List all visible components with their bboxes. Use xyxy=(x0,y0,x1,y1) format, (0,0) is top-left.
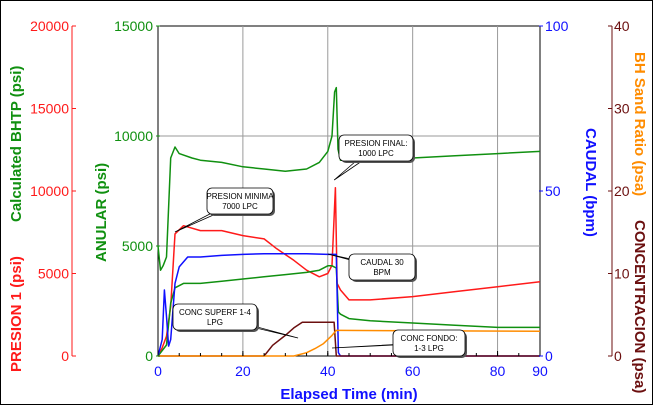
y-tick-label-presion: 20000 xyxy=(30,18,69,34)
series-line xyxy=(157,265,540,357)
series-line xyxy=(158,329,541,357)
y-tick-label-concentracion: 0 xyxy=(614,348,622,364)
y-tick-label-concentracion: 10 xyxy=(614,266,630,282)
y-tick-label-caudal: 0 xyxy=(545,348,553,364)
annotation-line-1: PRESION FINAL: xyxy=(344,139,407,148)
annotation-line-1: PRESION MINIMA xyxy=(206,192,274,201)
y-axis-title-anular: ANULAR (psi) xyxy=(93,163,110,262)
y-axis-title-concentracion: CONCENTRACION (psa) xyxy=(631,220,648,393)
y-tick-label-anular: 15000 xyxy=(114,18,153,34)
y-tick-label-caudal: 50 xyxy=(545,183,561,199)
y-tick-label-concentracion: 40 xyxy=(614,18,630,34)
y-tick-label-presion: 0 xyxy=(61,348,69,364)
annotation-line-1: CONC FONDO: xyxy=(401,334,458,343)
annotation-line-2: 1-3 LPG xyxy=(414,344,444,353)
y-axis-title-bh-sand: BH Sand Ratio (psa) xyxy=(631,52,648,196)
axis-ticks: 0 20 40 60 80 9005000100001500020000050001000… xyxy=(30,18,630,379)
y-axis-title-caudal: CAUDAL (bpm) xyxy=(582,128,599,237)
x-tick-label: 80 xyxy=(490,363,506,379)
series-line xyxy=(158,321,540,357)
annotation-line-2: 7000 LPC xyxy=(222,202,258,211)
series-line xyxy=(157,252,540,357)
series-line xyxy=(157,186,541,357)
y-tick-label-anular: 0 xyxy=(145,348,153,364)
annotation-line-1: CONC SUPERF 1-4 xyxy=(179,308,252,317)
y-axis-title-presion: PRESION 1 (psi) xyxy=(8,256,25,372)
annotation-line-2: BPM xyxy=(373,268,391,277)
annotation-box xyxy=(172,303,258,331)
y-tick-label-presion: 5000 xyxy=(38,266,69,282)
y-tick-label-caudal: 100 xyxy=(545,18,569,34)
y-tick-label-concentracion: 20 xyxy=(614,183,630,199)
annotation-line-2: LPG xyxy=(207,318,223,327)
y-tick-label-presion: 15000 xyxy=(30,101,69,117)
y-tick-label-presion: 10000 xyxy=(30,183,69,199)
y-tick-label-anular: 10000 xyxy=(114,128,153,144)
x-tick-label: 40 xyxy=(320,363,336,379)
x-tick-label: 90 xyxy=(532,363,548,379)
x-tick-label: 60 xyxy=(405,363,421,379)
y-tick-label-anular: 5000 xyxy=(122,238,153,254)
y-tick-label-concentracion: 30 xyxy=(614,101,630,117)
grid xyxy=(158,26,540,356)
annotation-box xyxy=(348,253,416,281)
annotation-line-1: CAUDAL 30 xyxy=(360,258,404,267)
x-tick-label: 0 xyxy=(154,363,162,379)
annotation-box xyxy=(338,134,414,162)
annotation-box xyxy=(206,187,274,215)
y-axis-title-bhtp: Calculated BHTP (psi) xyxy=(8,66,25,222)
annotation-line-2: 1000 LPC xyxy=(358,149,394,158)
annotation-box xyxy=(392,329,466,357)
x-axis-title: Elapsed Time (min) xyxy=(280,386,417,403)
x-tick-label: 20 xyxy=(235,363,251,379)
